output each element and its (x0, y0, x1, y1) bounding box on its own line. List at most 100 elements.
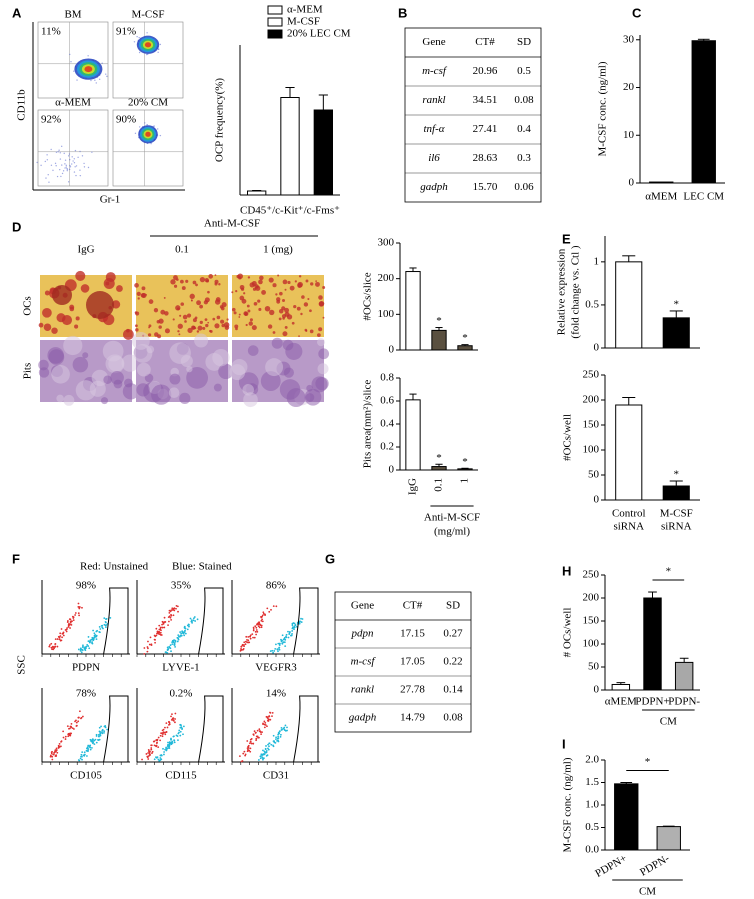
event-dot (48, 645, 51, 648)
micrograph-spot (238, 313, 241, 316)
event-dot (175, 607, 177, 610)
event-dot (93, 739, 96, 742)
micrograph-spot (116, 285, 123, 292)
event-dot (253, 636, 256, 639)
event-dot (77, 648, 80, 651)
event-dot (49, 755, 52, 758)
event-dot (87, 55, 89, 57)
event-dot (163, 751, 166, 753)
bar (615, 261, 643, 349)
event-dot (157, 746, 160, 749)
event-dot (77, 759, 80, 761)
event-dot (250, 737, 253, 740)
event-dot (151, 750, 154, 753)
micrograph-spot (234, 324, 239, 329)
micrograph-spot (298, 335, 300, 337)
event-dot (255, 629, 258, 631)
event-dot (176, 636, 179, 639)
event-dot (101, 729, 104, 732)
x-tick-label: PDPN+ (593, 852, 629, 880)
micrograph-spot (275, 293, 278, 296)
flow-percent: 86% (266, 580, 286, 592)
event-dot (51, 750, 53, 753)
event-dot (169, 616, 172, 619)
event-dot (104, 621, 107, 623)
micrograph-spot (196, 330, 200, 333)
event-dot (106, 75, 108, 78)
micrograph-spot (291, 321, 295, 325)
micrograph-spot (113, 379, 123, 389)
gate (103, 587, 129, 655)
table-cell: 17.05 (400, 656, 425, 668)
bar (662, 317, 690, 349)
y-tick-label: 0.8 (380, 372, 394, 384)
event-dot (87, 645, 90, 647)
event-dot (61, 172, 64, 175)
event-dot (174, 712, 177, 715)
event-dot (170, 718, 173, 721)
micrograph-spot (148, 326, 151, 329)
event-dot (161, 733, 164, 736)
event-dot (159, 628, 162, 631)
micrograph-spot (272, 283, 277, 288)
micrograph-spot (303, 302, 309, 307)
event-dot (243, 641, 246, 644)
event-dot (151, 752, 153, 755)
event-dot (58, 149, 60, 151)
event-dot (51, 648, 53, 651)
event-dot (157, 736, 160, 739)
y-axis-label: OCP frequency(%) (214, 78, 226, 163)
micrograph-spot (82, 352, 89, 359)
micrograph-spot (192, 318, 197, 323)
event-dot (64, 159, 67, 161)
event-dot (77, 716, 80, 719)
event-dot (169, 644, 172, 647)
event-dot (74, 149, 77, 152)
event-dot (79, 150, 81, 153)
event-dot (81, 606, 83, 609)
micrograph-spot (245, 323, 248, 327)
event-dot (86, 643, 89, 646)
event-dot (98, 78, 101, 81)
event-dot (252, 627, 255, 630)
event-dot (74, 612, 77, 614)
micrograph-spot (248, 321, 253, 326)
event-dot (101, 626, 104, 629)
micrograph-spot (298, 275, 302, 278)
micrograph-spot (160, 309, 166, 315)
event-dot (273, 740, 275, 743)
event-dot (287, 630, 289, 633)
micrograph-spot (189, 293, 195, 300)
event-dot (193, 616, 196, 618)
micrograph-spot (51, 327, 58, 334)
micrograph-spot (207, 321, 210, 324)
event-dot (146, 32, 148, 34)
event-dot (134, 132, 137, 135)
event-dot (136, 35, 138, 38)
micrograph-spot (231, 307, 236, 312)
event-dot (89, 746, 92, 749)
event-dot (247, 745, 250, 748)
event-dot (241, 644, 244, 647)
event-dot (266, 607, 269, 610)
y-tick-label: 1.0 (585, 799, 599, 811)
event-dot (153, 125, 155, 127)
event-dot (91, 151, 93, 153)
event-dot (68, 153, 71, 155)
event-dot (65, 628, 68, 631)
micrograph-spot (75, 270, 86, 281)
micrograph-spot (282, 298, 286, 302)
event-dot (67, 623, 70, 626)
event-dot (159, 739, 162, 742)
event-dot (162, 621, 165, 624)
micrograph-spot (164, 328, 170, 334)
event-dot (257, 759, 260, 761)
micrograph-spot (194, 333, 209, 348)
y-tick-label: 250 (583, 369, 600, 381)
bar (643, 597, 662, 691)
event-dot (93, 634, 96, 637)
event-dot (60, 628, 63, 630)
micrograph-spot (47, 347, 64, 364)
event-dot (81, 648, 83, 651)
